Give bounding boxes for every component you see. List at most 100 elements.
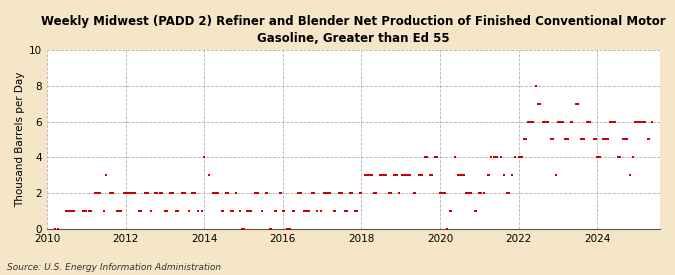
Point: [266, 226, 277, 231]
Point: [141, 191, 152, 195]
Point: [365, 173, 376, 177]
Point: [325, 191, 335, 195]
Point: [276, 191, 287, 195]
Point: [284, 226, 295, 231]
Point: [601, 137, 612, 142]
Point: [167, 191, 178, 195]
Point: [377, 173, 388, 177]
Point: [304, 209, 315, 213]
Point: [635, 119, 646, 124]
Point: [307, 191, 318, 195]
Point: [321, 191, 332, 195]
Point: [296, 191, 306, 195]
Point: [371, 191, 381, 195]
Point: [139, 191, 150, 195]
Point: [592, 155, 603, 160]
Point: [336, 191, 347, 195]
Point: [462, 191, 473, 195]
Point: [196, 209, 207, 213]
Point: [209, 191, 220, 195]
Point: [256, 209, 267, 213]
Point: [279, 209, 290, 213]
Point: [459, 173, 470, 177]
Point: [541, 119, 552, 124]
Point: [559, 137, 570, 142]
Point: [292, 191, 303, 195]
Point: [613, 155, 624, 160]
Point: [180, 191, 191, 195]
Point: [105, 191, 115, 195]
Point: [430, 155, 441, 160]
Point: [374, 173, 385, 177]
Point: [63, 209, 74, 213]
Point: [238, 226, 249, 231]
Point: [454, 173, 465, 177]
Point: [408, 191, 419, 195]
Point: [397, 173, 408, 177]
Point: [346, 191, 357, 195]
Point: [491, 155, 502, 160]
Point: [489, 155, 500, 160]
Point: [92, 191, 103, 195]
Point: [277, 209, 288, 213]
Point: [504, 191, 514, 195]
Point: [614, 155, 625, 160]
Point: [323, 191, 334, 195]
Point: [470, 209, 481, 213]
Point: [376, 173, 387, 177]
Point: [120, 191, 131, 195]
Point: [136, 209, 146, 213]
Point: [142, 191, 153, 195]
Point: [381, 173, 392, 177]
Point: [130, 191, 140, 195]
Point: [359, 173, 370, 177]
Point: [294, 191, 305, 195]
Point: [390, 173, 401, 177]
Point: [199, 155, 210, 160]
Point: [77, 209, 88, 213]
Point: [177, 191, 188, 195]
Point: [178, 191, 189, 195]
Point: [328, 209, 339, 213]
Point: [166, 191, 177, 195]
Text: Source: U.S. Energy Information Administration: Source: U.S. Energy Information Administ…: [7, 263, 221, 272]
Point: [528, 119, 539, 124]
Point: [134, 209, 145, 213]
Point: [379, 173, 389, 177]
Point: [561, 137, 572, 142]
Point: [410, 191, 421, 195]
Point: [644, 137, 655, 142]
Point: [492, 155, 503, 160]
Point: [402, 173, 412, 177]
Point: [354, 191, 365, 195]
Point: [260, 191, 271, 195]
Point: [431, 155, 442, 160]
Point: [502, 191, 512, 195]
Point: [99, 209, 109, 213]
Point: [315, 209, 326, 213]
Point: [516, 155, 527, 160]
Point: [640, 119, 651, 124]
Point: [86, 209, 97, 213]
Point: [647, 119, 657, 124]
Point: [227, 209, 238, 213]
Point: [498, 173, 509, 177]
Point: [146, 209, 157, 213]
Point: [211, 191, 222, 195]
Point: [599, 137, 610, 142]
Point: [464, 191, 475, 195]
Point: [413, 173, 424, 177]
Point: [479, 191, 489, 195]
Point: [221, 191, 232, 195]
Point: [252, 191, 263, 195]
Point: [183, 209, 194, 213]
Point: [385, 191, 396, 195]
Point: [475, 191, 486, 195]
Point: [637, 119, 647, 124]
Point: [606, 119, 617, 124]
Point: [566, 119, 576, 124]
Point: [204, 173, 215, 177]
Point: [453, 173, 464, 177]
Point: [345, 191, 356, 195]
Point: [187, 191, 198, 195]
